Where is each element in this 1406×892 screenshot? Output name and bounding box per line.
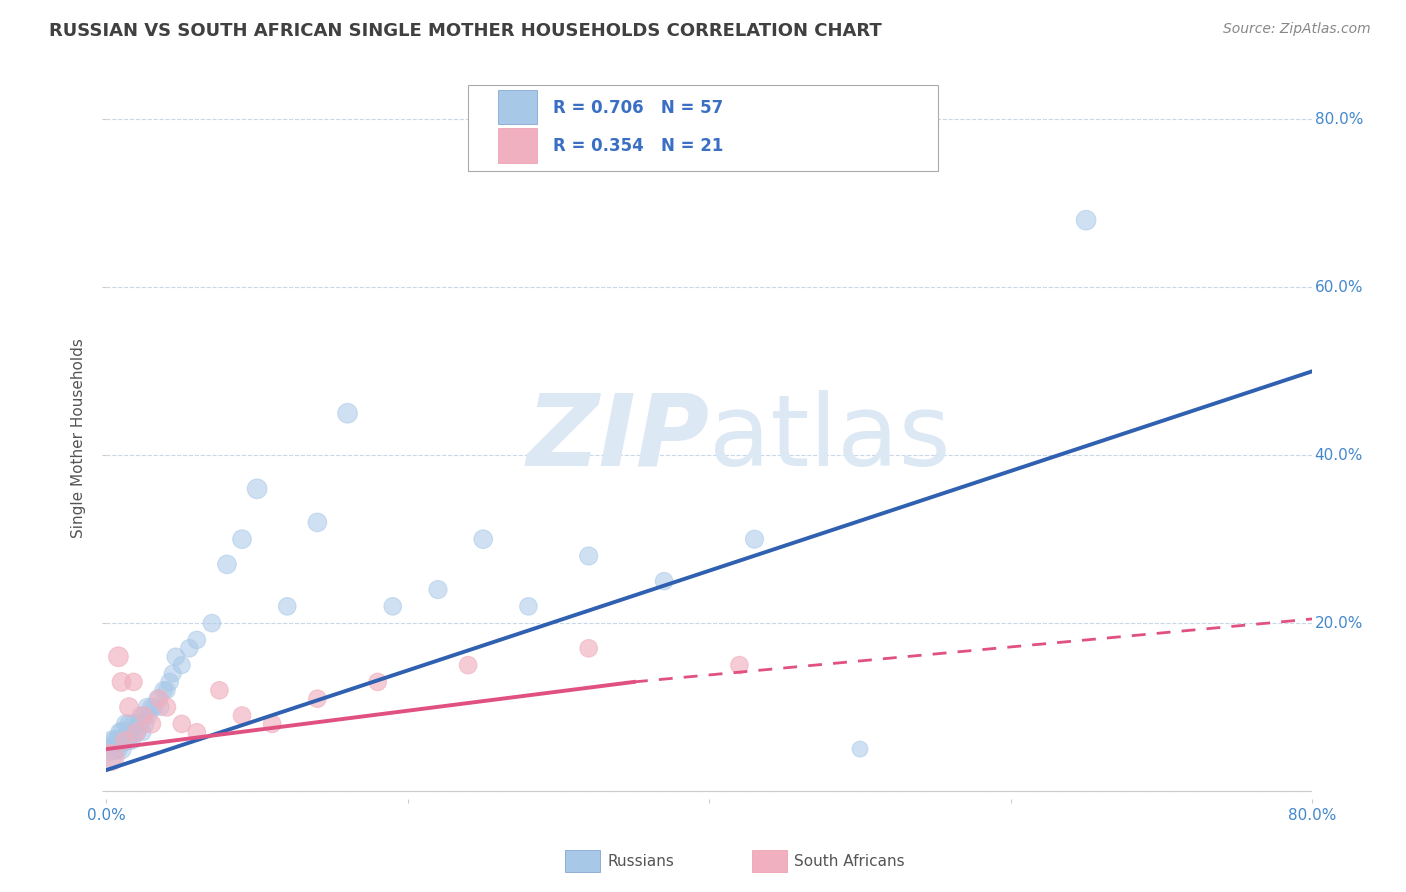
FancyBboxPatch shape [498, 90, 537, 124]
Point [231, 532, 253, 546]
Point [141, 717, 163, 731]
Point [114, 733, 136, 747]
Point [156, 700, 179, 714]
Point [103, 742, 125, 756]
Point [728, 658, 751, 673]
Point [148, 691, 170, 706]
Point [262, 717, 284, 731]
Point [110, 733, 132, 747]
Point [100, 742, 122, 756]
Point [98, 750, 121, 764]
Point [118, 700, 141, 714]
Point [111, 725, 134, 739]
Point [107, 649, 129, 664]
Point [149, 700, 172, 714]
Point [146, 691, 169, 706]
Point [849, 742, 872, 756]
Point [208, 683, 231, 698]
Point [307, 691, 329, 706]
Point [122, 717, 145, 731]
Text: R = 0.354   N = 21: R = 0.354 N = 21 [553, 137, 723, 155]
Point [246, 482, 269, 496]
Point [307, 516, 329, 530]
Point [186, 632, 208, 647]
Point [117, 725, 139, 739]
Text: 20.0%: 20.0% [1315, 615, 1362, 631]
Point [141, 700, 163, 714]
Text: 80.0%: 80.0% [1315, 112, 1362, 127]
Point [100, 750, 122, 764]
Point [578, 641, 600, 656]
Point [125, 725, 148, 739]
Point [578, 549, 600, 563]
Point [132, 708, 155, 723]
Point [120, 725, 142, 739]
Point [215, 558, 238, 572]
Point [276, 599, 298, 614]
Point [125, 725, 148, 739]
Point [105, 733, 128, 747]
Point [744, 532, 766, 546]
Point [165, 649, 187, 664]
Point [122, 674, 145, 689]
FancyBboxPatch shape [468, 85, 938, 171]
Point [124, 725, 146, 739]
Text: R = 0.706   N = 57: R = 0.706 N = 57 [553, 99, 723, 117]
Point [107, 742, 129, 756]
Point [170, 717, 193, 731]
Text: 40.0%: 40.0% [1315, 448, 1362, 463]
Point [135, 717, 157, 731]
Point [652, 574, 675, 589]
Text: RUSSIAN VS SOUTH AFRICAN SINGLE MOTHER HOUSEHOLDS CORRELATION CHART: RUSSIAN VS SOUTH AFRICAN SINGLE MOTHER H… [49, 22, 882, 40]
Point [121, 733, 143, 747]
Text: atlas: atlas [709, 390, 950, 487]
Point [128, 717, 150, 731]
Point [367, 674, 389, 689]
Point [231, 708, 253, 723]
Point [156, 683, 179, 698]
Point [143, 700, 166, 714]
Point [186, 725, 208, 739]
Point [114, 733, 136, 747]
Point [179, 641, 201, 656]
Point [170, 658, 193, 673]
Text: ZIP: ZIP [526, 390, 709, 487]
Point [162, 666, 184, 681]
Point [104, 733, 127, 747]
Point [118, 717, 141, 731]
Text: Source: ZipAtlas.com: Source: ZipAtlas.com [1223, 22, 1371, 37]
Point [101, 733, 124, 747]
Y-axis label: Single Mother Households: Single Mother Households [72, 338, 86, 539]
Text: 60.0%: 60.0% [1315, 280, 1362, 295]
Point [138, 708, 160, 723]
Point [108, 725, 131, 739]
Point [129, 708, 152, 723]
Point [427, 582, 450, 597]
Point [336, 406, 359, 420]
Point [127, 717, 149, 731]
FancyBboxPatch shape [498, 128, 537, 162]
Point [381, 599, 404, 614]
Point [132, 708, 155, 723]
Point [110, 674, 132, 689]
Point [115, 717, 138, 731]
Point [457, 658, 479, 673]
Point [118, 733, 141, 747]
Point [131, 725, 153, 739]
Point [472, 532, 495, 546]
Point [110, 742, 132, 756]
Point [201, 616, 224, 631]
Text: Russians: Russians [607, 855, 675, 869]
Point [159, 674, 181, 689]
Point [517, 599, 540, 614]
Point [136, 700, 159, 714]
Point [1074, 213, 1097, 227]
Point [152, 683, 174, 698]
Text: South Africans: South Africans [794, 855, 905, 869]
